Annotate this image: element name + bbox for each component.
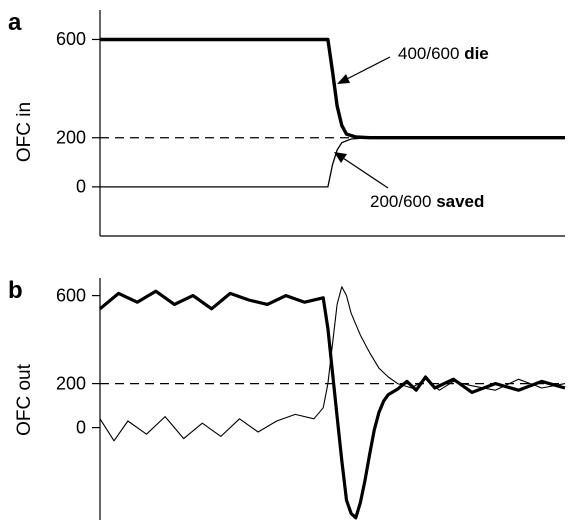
annotation-die-arrow-line — [344, 56, 391, 81]
panel-a-letter: a — [8, 9, 22, 36]
annotation-saved: 200/600 saved — [370, 192, 484, 211]
annotation-die-bold: die — [464, 44, 489, 63]
panel-a-ytick-label: 600 — [56, 29, 86, 49]
panel-a-series-saved — [100, 137, 565, 188]
panel-b-ytick-label: 600 — [56, 285, 86, 305]
panel-a-ytick-label: 200 — [56, 127, 86, 147]
annotation-die-text: 400/600 — [398, 44, 464, 63]
panel-b-ytick-label: 200 — [56, 373, 86, 393]
panel-b-series-thick — [98, 289, 566, 520]
annotation-die-arrowhead — [337, 74, 350, 84]
annotation-saved-arrow-line — [342, 157, 389, 189]
annotation-saved-bold: saved — [436, 192, 484, 211]
panel-b-letter: b — [8, 277, 23, 304]
panel-a-ylabel: OFC in — [14, 102, 35, 162]
panel-b-ytick-label: 0 — [76, 417, 86, 437]
annotation-saved-arrowhead — [334, 152, 347, 163]
panel-a: a OFC in 600 200 0 400/600 die 200/600 s… — [8, 9, 565, 237]
panel-a-ytick-label: 0 — [76, 177, 86, 197]
panel-b: b OFC out 600 200 0 — [8, 277, 566, 520]
annotation-die: 400/600 die — [398, 44, 489, 63]
panel-b-series-thin — [99, 286, 566, 442]
panel-b-ylabel: OFC out — [14, 363, 35, 436]
annotation-saved-text: 200/600 — [370, 192, 436, 211]
panel-a-series-die — [100, 37, 565, 140]
